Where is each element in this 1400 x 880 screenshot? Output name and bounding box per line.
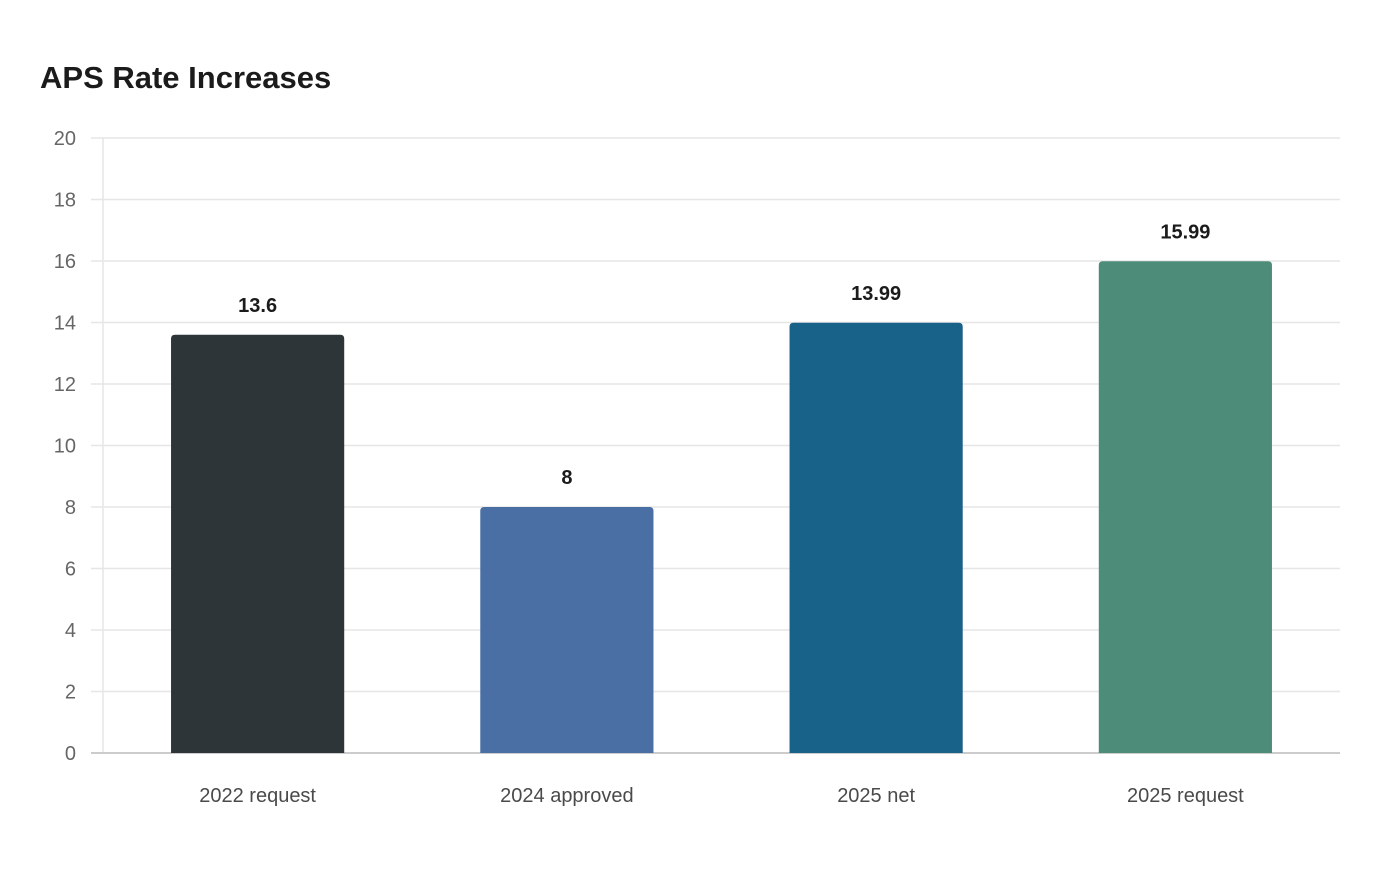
bars xyxy=(171,261,1272,753)
x-tick-label: 2025 net xyxy=(837,785,915,807)
chart-title: APS Rate Increases xyxy=(40,60,332,95)
y-tick-label: 0 xyxy=(65,743,76,765)
bar-value-label: 15.99 xyxy=(1160,221,1210,243)
bar-value-label: 8 xyxy=(561,467,572,489)
y-tick-label: 12 xyxy=(54,374,76,396)
bar-2025-request xyxy=(1098,261,1272,753)
y-tick-label: 2 xyxy=(65,682,76,704)
y-tick-label: 6 xyxy=(65,559,76,581)
x-tick-label: 2024 approved xyxy=(500,785,633,807)
bar-value-label: 13.99 xyxy=(851,283,901,305)
y-tick-label: 8 xyxy=(65,497,76,519)
y-tick-label: 14 xyxy=(54,313,76,335)
bar-2024-approved xyxy=(480,507,654,753)
bar-2022-request xyxy=(171,334,345,753)
y-tick-label: 4 xyxy=(65,620,76,642)
labels: 13.6 2022 request 8 2024 approved 13.99 2025 … xyxy=(199,221,1244,807)
y-tick-label: 10 xyxy=(54,436,76,458)
y-tick-label: 20 xyxy=(54,128,76,150)
y-tick-label: 16 xyxy=(54,251,76,273)
x-tick-label: 2022 request xyxy=(199,785,316,807)
y-tick-label: 18 xyxy=(54,190,76,212)
x-tick-label: 2025 request xyxy=(1127,785,1244,807)
bar-2025-net xyxy=(789,322,963,753)
bar-value-label: 13.6 xyxy=(238,295,277,317)
